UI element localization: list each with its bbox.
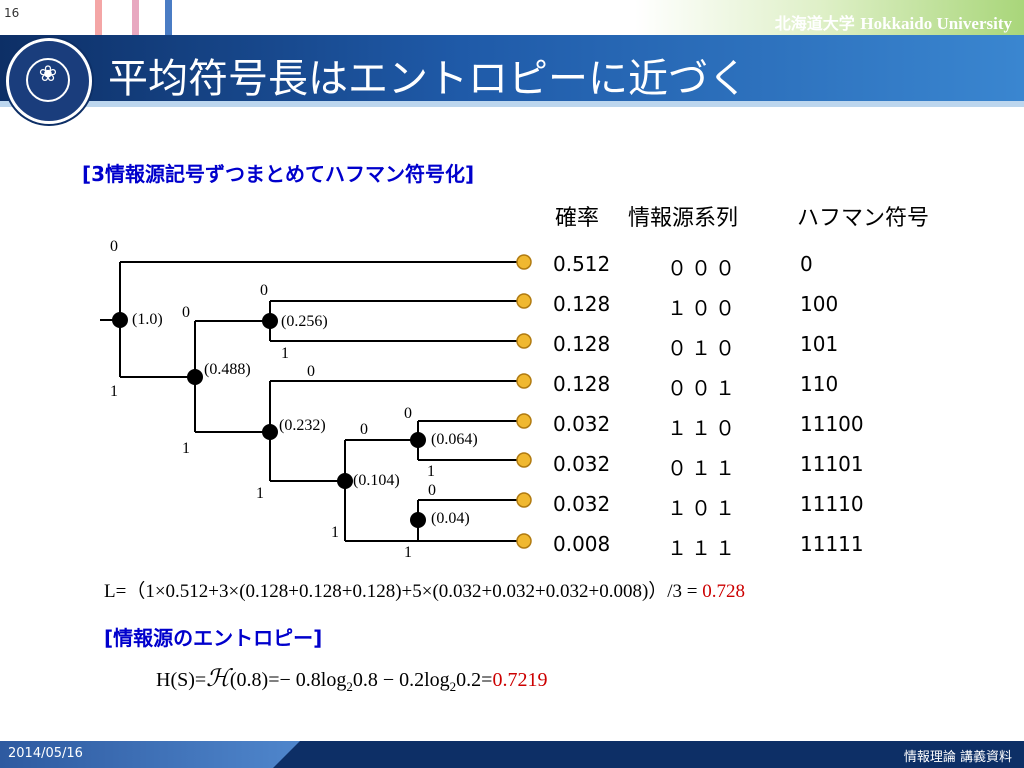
- tree-node-0.04: [410, 512, 426, 528]
- tree-bit: 0: [404, 405, 412, 422]
- university-name-ja: 北海道大学: [774, 14, 855, 33]
- row-probability: 0.128: [553, 372, 611, 396]
- binary-entropy-symbol: ℋ: [206, 666, 230, 692]
- tree-node-0.064: [410, 432, 426, 448]
- entropy-middle: 0.8 − 0.2log: [352, 669, 450, 691]
- seal-inner-ring: [26, 58, 70, 102]
- row-source-sequence: １１１: [667, 536, 739, 560]
- tree-leaf: [516, 333, 532, 349]
- tree-bit: 1: [256, 485, 264, 502]
- row-probability: 0.128: [553, 332, 611, 356]
- tree-bit: 1: [404, 544, 412, 561]
- tree-node-0.256: [262, 313, 278, 329]
- row-source-sequence: ００１: [667, 376, 739, 400]
- column-header-source-sequence: 情報源系列: [628, 206, 739, 231]
- university-name: 北海道大学 Hokkaido University: [775, 10, 1012, 34]
- row-huffman-code: 110: [800, 372, 839, 396]
- tree-label-0.064: (0.064): [431, 431, 478, 448]
- tree-node-root: [112, 312, 128, 328]
- tree-bit: 1: [331, 524, 339, 541]
- footer-course-title: 情報理論 講義資料: [903, 750, 1012, 765]
- row-probability: 0.512: [553, 252, 611, 276]
- tree-node-0.232: [262, 424, 278, 440]
- tree-node-0.488: [187, 369, 203, 385]
- tree-bit: 1: [110, 383, 118, 400]
- entropy-prefix: H(S)=: [156, 669, 207, 691]
- entropy-result: 0.7219: [492, 669, 548, 691]
- accent-bar-2: [132, 0, 139, 35]
- entropy-argument: (0.8)=− 0.8log: [229, 669, 347, 691]
- entropy-formula: H(S)=ℋ(0.8)=− 0.8log20.8 − 0.2log20.2=0.…: [156, 664, 547, 695]
- accent-bar-3: [165, 0, 172, 35]
- tree-leaf: [516, 254, 532, 270]
- row-huffman-code: 11100: [800, 412, 864, 436]
- tree-leaf: [516, 492, 532, 508]
- tree-bit: 1: [281, 345, 289, 362]
- tree-bit: 0: [428, 482, 436, 499]
- column-header-huffman-code: ハフマン符号: [797, 206, 930, 231]
- log-base-2: 2: [449, 679, 457, 694]
- tree-label-root: (1.0): [132, 311, 163, 328]
- university-name-en: Hokkaido University: [860, 14, 1012, 33]
- tree-label-0.256: (0.256): [281, 313, 328, 330]
- row-source-sequence: １１０: [667, 416, 739, 440]
- tree-edges: [100, 261, 524, 542]
- average-length-formula: L=（1×0.512+3×(0.128+0.128+0.128)+5×(0.03…: [104, 576, 745, 603]
- row-probability: 0.032: [553, 452, 611, 476]
- tree-leaf: [516, 533, 532, 549]
- row-source-sequence: ０１０: [667, 336, 739, 360]
- row-source-sequence: ０００: [667, 256, 739, 280]
- entropy-tail: 0.2=: [456, 669, 493, 691]
- row-probability: 0.032: [553, 492, 611, 516]
- row-huffman-code: 100: [800, 292, 839, 316]
- section-heading-entropy: [情報源のエントロピー]: [104, 626, 323, 650]
- tree-bit: 1: [182, 440, 190, 457]
- row-source-sequence: １００: [667, 296, 739, 320]
- tree-label-0.488: (0.488): [204, 361, 251, 378]
- seal-emblem-icon: ❀: [38, 62, 58, 87]
- page-number: 16: [4, 6, 20, 20]
- tree-node-0.104: [337, 473, 353, 489]
- average-length-expression: L=（1×0.512+3×(0.128+0.128+0.128)+5×(0.03…: [104, 581, 703, 602]
- column-header-probability: 確率: [555, 206, 600, 231]
- row-huffman-code: 11111: [800, 532, 864, 556]
- log-base-1: 2: [346, 679, 353, 694]
- tree-bit: 0: [260, 282, 268, 299]
- tree-bit: 0: [307, 363, 315, 380]
- tree-internal-nodes: [112, 312, 426, 528]
- tree-leaf: [516, 413, 532, 429]
- row-source-sequence: ０１１: [667, 456, 739, 480]
- row-probability: 0.032: [553, 412, 611, 436]
- tree-leaf: [516, 293, 532, 309]
- tree-leaf-nodes: [516, 254, 532, 549]
- tree-bit: 0: [360, 421, 368, 438]
- row-huffman-code: 11101: [800, 452, 864, 476]
- row-huffman-code: 0: [800, 252, 813, 276]
- slide-title: 平均符号長はエントロピーに近づく: [108, 56, 748, 102]
- title-underline: [0, 101, 1024, 107]
- tree-bit: 0: [182, 304, 190, 321]
- row-probability: 0.008: [553, 532, 611, 556]
- average-length-result: 0.728: [702, 581, 746, 602]
- footer-accent: [0, 741, 300, 768]
- section-heading-huffman: [3情報源記号ずつまとめてハフマン符号化]: [82, 162, 475, 186]
- footer-date: 2014/05/16: [8, 746, 83, 761]
- tree-label-0.232: (0.232): [279, 417, 326, 434]
- tree-label-0.104: (0.104): [353, 472, 400, 489]
- tree-bit: 0: [110, 238, 118, 255]
- tree-leaf: [516, 373, 532, 389]
- row-huffman-code: 11110: [800, 492, 864, 516]
- tree-bit: 1: [427, 463, 435, 480]
- title-bar: [0, 35, 1024, 101]
- row-probability: 0.128: [553, 292, 611, 316]
- tree-leaf: [516, 452, 532, 468]
- tree-label-0.04: (0.04): [431, 510, 470, 527]
- accent-bar-1: [95, 0, 102, 35]
- row-source-sequence: １０１: [667, 496, 739, 520]
- row-huffman-code: 101: [800, 332, 839, 356]
- footer-bar: [270, 741, 1024, 768]
